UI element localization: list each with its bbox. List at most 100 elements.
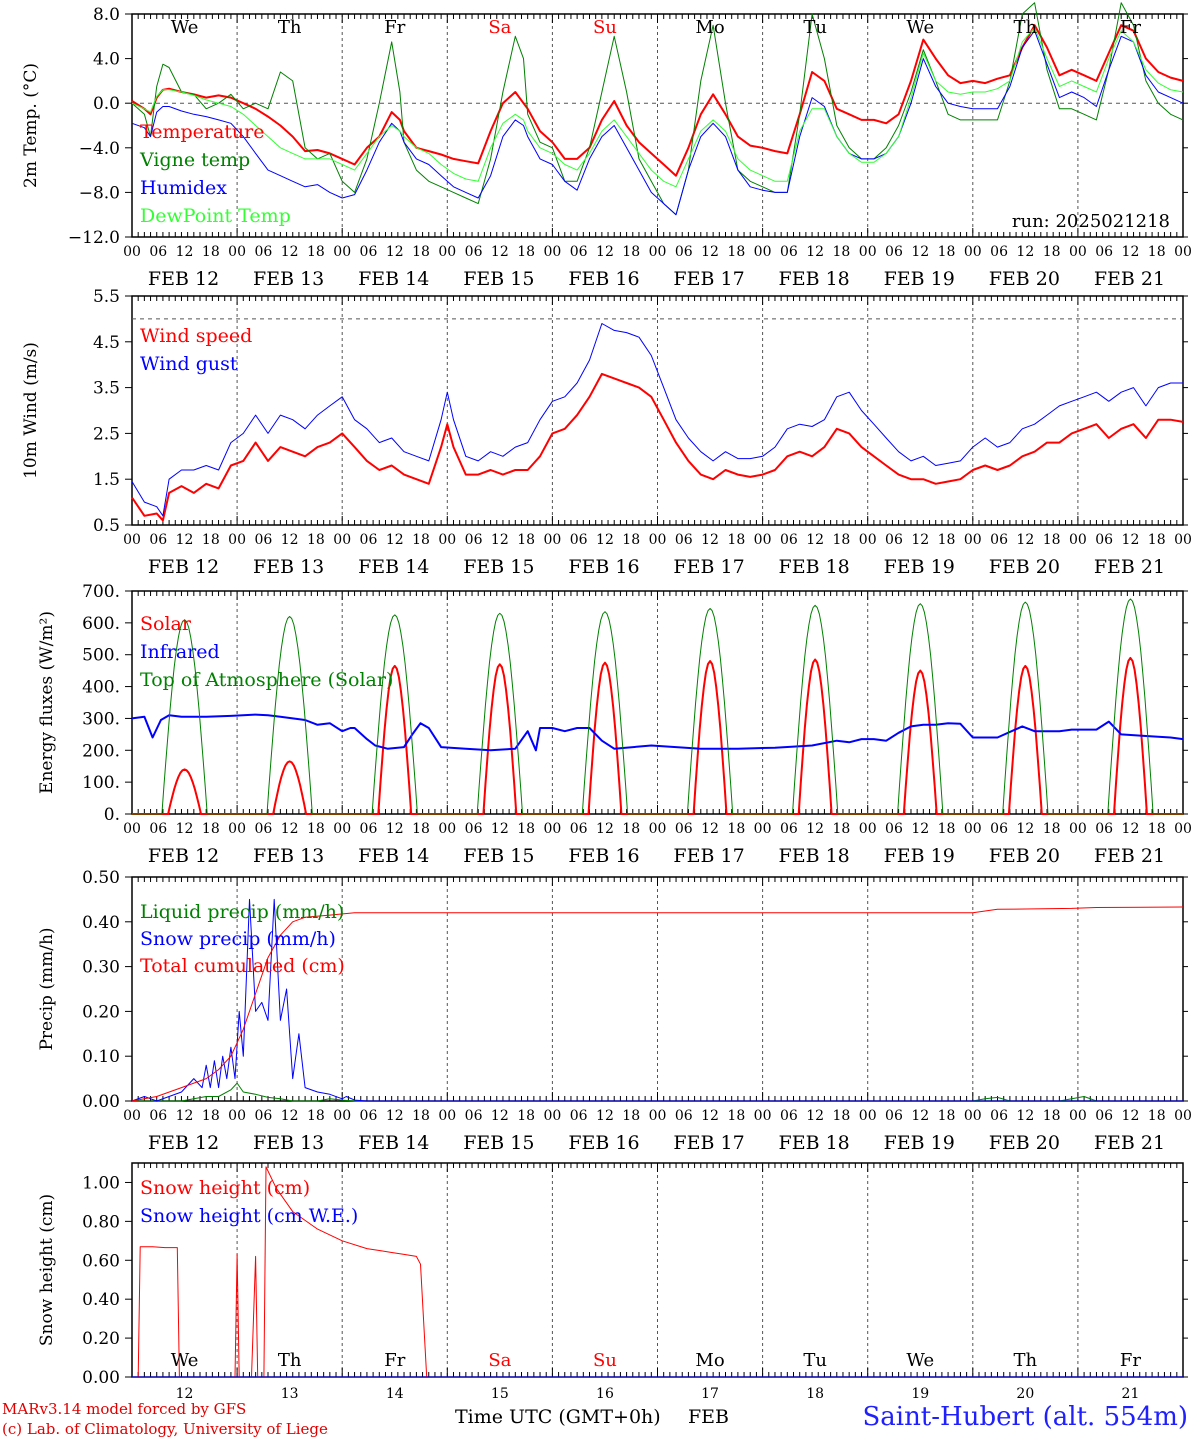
- hour-label: 06: [675, 821, 693, 837]
- legend-item: Wind speed: [140, 325, 252, 347]
- hour-label: 00: [1069, 1108, 1087, 1124]
- date-label: FEB 16: [568, 268, 639, 290]
- hour-label: 00: [438, 1108, 456, 1124]
- day-number-label: 18: [806, 1386, 824, 1402]
- hour-label: 12: [491, 244, 509, 260]
- date-label: FEB 17: [673, 556, 744, 578]
- hour-label: 12: [1016, 532, 1034, 548]
- hour-label: 18: [1148, 244, 1166, 260]
- hour-label: 12: [386, 532, 404, 548]
- hour-label: 00: [123, 244, 141, 260]
- weekday-label-bottom: We: [906, 1350, 934, 1371]
- hour-label: 18: [517, 532, 535, 548]
- hour-label: 18: [938, 821, 956, 837]
- date-label: FEB 21: [1094, 268, 1165, 290]
- series-line-snow-precip-mm-h-: [131, 898, 1183, 1102]
- date-label: FEB 18: [779, 268, 850, 290]
- panel-4: 0.50 0.40 0.30 0.20 0.10 0.00 Precip (mm/h) Liq…: [37, 868, 1192, 1154]
- plot-frame: [131, 590, 1184, 815]
- hour-label: 06: [1095, 532, 1113, 548]
- hour-label: 00: [859, 532, 877, 548]
- weekday-label: Sa: [488, 17, 511, 38]
- lab-credit: (c) Lab. of Climatology, University of L…: [2, 1420, 328, 1438]
- weekday-label-bottom: We: [171, 1350, 199, 1371]
- date-label: FEB 15: [463, 845, 534, 867]
- hour-label: 00: [649, 1108, 667, 1124]
- hour-label: 06: [1095, 821, 1113, 837]
- hour-label: 12: [281, 1108, 299, 1124]
- y-tick-label: 300.: [82, 709, 120, 729]
- hour-label: 06: [570, 244, 588, 260]
- hour-label: 18: [202, 244, 220, 260]
- weekday-label: Tu: [803, 17, 827, 38]
- panel-3: 700. 600. 500. 400. 300. 200. 100. 0. Energy flu…: [37, 582, 1192, 867]
- weekday-label: Su: [593, 17, 617, 38]
- y-tick-label: 1.5: [93, 470, 120, 490]
- hour-label: 18: [202, 532, 220, 548]
- hour-label: 12: [806, 244, 824, 260]
- date-label: FEB 21: [1094, 556, 1165, 578]
- hour-label: 00: [754, 1108, 772, 1124]
- series-line-vigne-temp: [131, 2, 1184, 216]
- date-label: FEB 17: [673, 1132, 744, 1154]
- hour-label: 18: [938, 532, 956, 548]
- day-number-label: 19: [911, 1386, 929, 1402]
- date-label: FEB 13: [253, 845, 324, 867]
- hour-label: 18: [1148, 532, 1166, 548]
- hour-label: 06: [885, 532, 903, 548]
- y-tick-label: 0.: [104, 805, 120, 825]
- hour-label: 06: [149, 1108, 167, 1124]
- hour-label: 00: [859, 821, 877, 837]
- date-label: FEB 13: [253, 268, 324, 290]
- hour-label: 18: [727, 821, 745, 837]
- hour-label: 06: [570, 1108, 588, 1124]
- hour-label: 12: [386, 244, 404, 260]
- y-tick-label: −12.0: [68, 228, 120, 248]
- hour-label: 18: [517, 821, 535, 837]
- x-axis-title: Time UTC (GMT+0h): [455, 1406, 661, 1428]
- hour-label: 12: [911, 1108, 929, 1124]
- hour-label: 12: [701, 532, 719, 548]
- hour-label: 12: [911, 532, 929, 548]
- date-label: FEB 20: [989, 268, 1060, 290]
- hour-label: 00: [649, 821, 667, 837]
- weekday-label-bottom: Th: [1014, 1350, 1038, 1371]
- date-label: FEB 12: [148, 556, 219, 578]
- panel-5: 1.00 0.80 0.60 0.40 0.20 0.00 Snow height (cm)…: [37, 1162, 1188, 1402]
- y-axis-title: 10m Wind (m/s): [21, 342, 41, 479]
- series-line-wind-speed: [131, 372, 1184, 522]
- hour-label: 18: [833, 821, 851, 837]
- legend-item: Liquid precip (mm/h): [140, 901, 344, 923]
- y-tick-label: −8.0: [79, 183, 120, 203]
- date-label: FEB 18: [779, 845, 850, 867]
- hour-label: 06: [780, 1108, 798, 1124]
- date-label: FEB 12: [148, 268, 219, 290]
- hour-label: 12: [806, 821, 824, 837]
- hour-label: 12: [386, 821, 404, 837]
- y-tick-label: 500.: [82, 646, 120, 666]
- hour-label: 18: [727, 244, 745, 260]
- day-number-label: 12: [176, 1386, 194, 1402]
- hour-label: 06: [990, 244, 1008, 260]
- y-tick-label: 600.: [82, 614, 120, 634]
- weekday-label-bottom: Tu: [803, 1350, 827, 1371]
- hour-label: 06: [360, 532, 378, 548]
- weekday-label: Th: [1014, 17, 1038, 38]
- hour-label: 12: [1122, 244, 1140, 260]
- date-label: FEB 15: [463, 268, 534, 290]
- hour-label: 06: [990, 1108, 1008, 1124]
- hour-label: 06: [885, 821, 903, 837]
- hour-label: 18: [1043, 532, 1061, 548]
- hour-label: 00: [333, 532, 351, 548]
- y-tick-label: 200.: [82, 741, 120, 761]
- y-tick-label: 0.0: [93, 94, 120, 114]
- hour-label: 18: [727, 532, 745, 548]
- hour-label: 06: [360, 1108, 378, 1124]
- y-tick-label: 5.5: [93, 287, 120, 307]
- hour-label: 12: [176, 244, 194, 260]
- hour-label: 18: [833, 532, 851, 548]
- hour-label: 18: [622, 1108, 640, 1124]
- series-line-top-of-atmosphere-solar-: [132, 598, 1183, 815]
- y-tick-label: 2.5: [93, 424, 120, 444]
- hour-label: 00: [754, 532, 772, 548]
